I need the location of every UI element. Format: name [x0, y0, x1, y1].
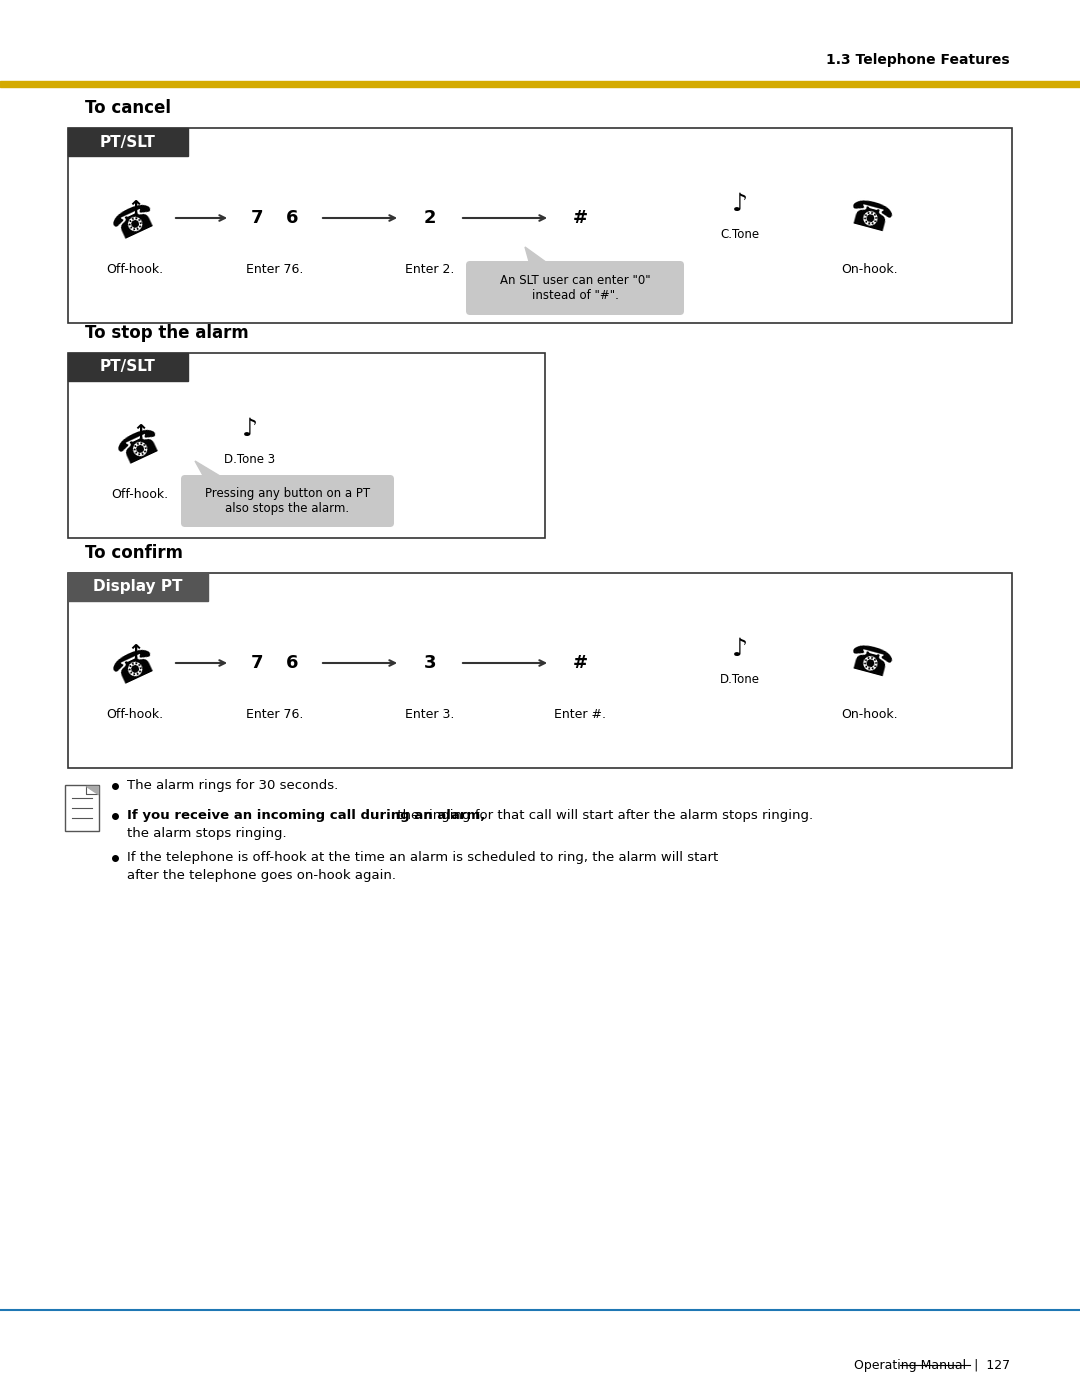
- Text: after the telephone goes on-hook again.: after the telephone goes on-hook again.: [127, 869, 396, 883]
- Text: ☎: ☎: [107, 197, 163, 247]
- Text: 6: 6: [286, 654, 299, 672]
- Text: ☎: ☎: [107, 643, 163, 692]
- Text: Enter #.: Enter #.: [554, 708, 606, 721]
- Text: ☎: ☎: [112, 422, 167, 472]
- Text: 3: 3: [423, 654, 436, 672]
- Text: The alarm rings for 30 seconds.: The alarm rings for 30 seconds.: [127, 780, 338, 792]
- Text: To confirm: To confirm: [85, 543, 183, 562]
- Bar: [68, 573, 1012, 768]
- Text: ↑: ↑: [126, 644, 144, 662]
- Text: #: #: [572, 654, 588, 672]
- Text: To stop the alarm: To stop the alarm: [85, 324, 248, 342]
- Text: D.Tone: D.Tone: [720, 673, 760, 686]
- FancyBboxPatch shape: [411, 200, 448, 236]
- Text: Enter #.: Enter #.: [554, 263, 606, 277]
- FancyBboxPatch shape: [562, 200, 598, 236]
- Bar: [68, 129, 1012, 323]
- FancyBboxPatch shape: [240, 645, 275, 680]
- FancyBboxPatch shape: [411, 645, 448, 680]
- FancyBboxPatch shape: [181, 475, 394, 527]
- FancyBboxPatch shape: [274, 200, 311, 236]
- Text: On-hook.: On-hook.: [841, 263, 899, 277]
- Text: Enter 76.: Enter 76.: [246, 708, 303, 721]
- Bar: [68, 573, 208, 601]
- Bar: [68, 129, 188, 156]
- Polygon shape: [525, 247, 550, 265]
- Text: Off-hook.: Off-hook.: [111, 488, 168, 502]
- Text: PT/SLT: PT/SLT: [100, 134, 156, 149]
- Text: ↑: ↑: [132, 423, 148, 443]
- Text: PT/SLT: PT/SLT: [100, 359, 156, 374]
- Text: Operating Manual  |  127: Operating Manual | 127: [854, 1358, 1010, 1372]
- Text: Off-hook.: Off-hook.: [107, 263, 163, 277]
- Text: ↑: ↑: [126, 198, 144, 218]
- FancyBboxPatch shape: [240, 200, 275, 236]
- Text: Pressing any button on a PT
also stops the alarm.: Pressing any button on a PT also stops t…: [205, 488, 370, 515]
- Text: If you receive an incoming call during an alarm,: If you receive an incoming call during a…: [127, 809, 485, 823]
- Text: C.Tone: C.Tone: [720, 228, 759, 242]
- Text: ♪: ♪: [242, 416, 258, 441]
- Text: 7: 7: [252, 210, 264, 226]
- Text: To cancel: To cancel: [85, 99, 171, 117]
- Text: D.Tone 3: D.Tone 3: [225, 453, 275, 467]
- Bar: [0, 81, 1080, 87]
- FancyBboxPatch shape: [465, 261, 684, 314]
- Bar: [68, 353, 545, 538]
- FancyBboxPatch shape: [65, 785, 99, 831]
- Text: 6: 6: [286, 210, 299, 226]
- Text: #: #: [572, 210, 588, 226]
- Text: ♪: ♪: [732, 637, 748, 661]
- FancyBboxPatch shape: [274, 645, 311, 680]
- Text: ♪: ♪: [732, 191, 748, 217]
- Polygon shape: [86, 787, 98, 793]
- Polygon shape: [195, 461, 225, 479]
- FancyBboxPatch shape: [562, 645, 598, 680]
- Text: 2: 2: [423, 210, 436, 226]
- Text: ☎: ☎: [843, 196, 896, 240]
- Text: Enter 76.: Enter 76.: [246, 263, 303, 277]
- Text: Display PT: Display PT: [93, 580, 183, 595]
- Text: 1.3 Telephone Features: 1.3 Telephone Features: [826, 53, 1010, 67]
- Text: Enter 3.: Enter 3.: [405, 708, 455, 721]
- Text: On-hook.: On-hook.: [841, 708, 899, 721]
- Text: 7: 7: [252, 654, 264, 672]
- Text: An SLT user can enter "0"
instead of "#".: An SLT user can enter "0" instead of "#"…: [500, 274, 650, 302]
- Text: the ringing for that call will start after the alarm stops ringing.: the ringing for that call will start aft…: [393, 809, 813, 823]
- Text: the alarm stops ringing.: the alarm stops ringing.: [127, 827, 286, 841]
- Text: Enter 2.: Enter 2.: [405, 263, 455, 277]
- Text: ☎: ☎: [843, 641, 896, 686]
- Text: Off-hook.: Off-hook.: [107, 708, 163, 721]
- Text: If the telephone is off-hook at the time an alarm is scheduled to ring, the alar: If the telephone is off-hook at the time…: [127, 852, 718, 865]
- Bar: [68, 353, 188, 381]
